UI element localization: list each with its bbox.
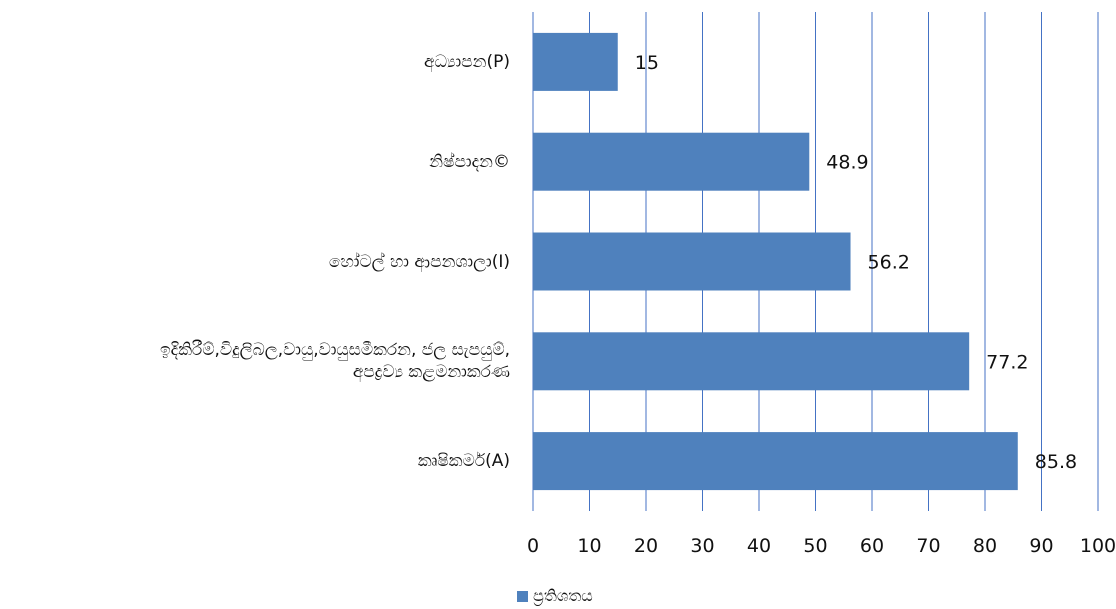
- x-tick-label: 10: [577, 535, 601, 557]
- category-label: කෘෂිකර්ම(A): [418, 450, 510, 472]
- x-tick-label: 80: [973, 535, 997, 557]
- legend-swatch: [517, 591, 528, 602]
- x-tick-label: 30: [690, 535, 714, 557]
- bar: [533, 33, 618, 91]
- bar-value-label: 48.9: [826, 152, 868, 174]
- x-tick-label: 70: [916, 535, 940, 557]
- x-tick-label: 100: [1080, 535, 1116, 557]
- bars: [533, 33, 1018, 490]
- x-tick-label: 50: [803, 535, 827, 557]
- legend: ප්‍රතිශතය: [517, 586, 593, 606]
- category-label: අධ්‍යාපන(P): [424, 51, 510, 73]
- bar-value-label: 56.2: [868, 252, 910, 274]
- bar: [533, 133, 809, 191]
- bar-value-label: 85.8: [1035, 451, 1077, 473]
- x-tick-label: 60: [860, 535, 884, 557]
- bar-value-label: 77.2: [986, 351, 1028, 373]
- category-label: හෝටල් හා ආපනශාලා(I): [329, 251, 510, 273]
- x-tick-label: 20: [634, 535, 658, 557]
- x-tick-label: 90: [1029, 535, 1053, 557]
- bar: [533, 432, 1018, 490]
- category-label: ඉදිකිරීම්,විදුලිබල,වායු,වායුසමීකරන, ජල ස…: [160, 339, 510, 383]
- x-axis-ticks: 0 10 20 30 40 50 60 70 80 90 100: [527, 535, 1116, 557]
- x-tick-label: 0: [527, 535, 539, 557]
- legend-label: ප්‍රතිශතය: [533, 586, 593, 606]
- bar-value-label: 15: [635, 52, 659, 74]
- bar: [533, 233, 851, 291]
- bar: [533, 332, 969, 390]
- category-label: නිෂ්පාදන©: [429, 151, 510, 173]
- x-tick-label: 40: [747, 535, 771, 557]
